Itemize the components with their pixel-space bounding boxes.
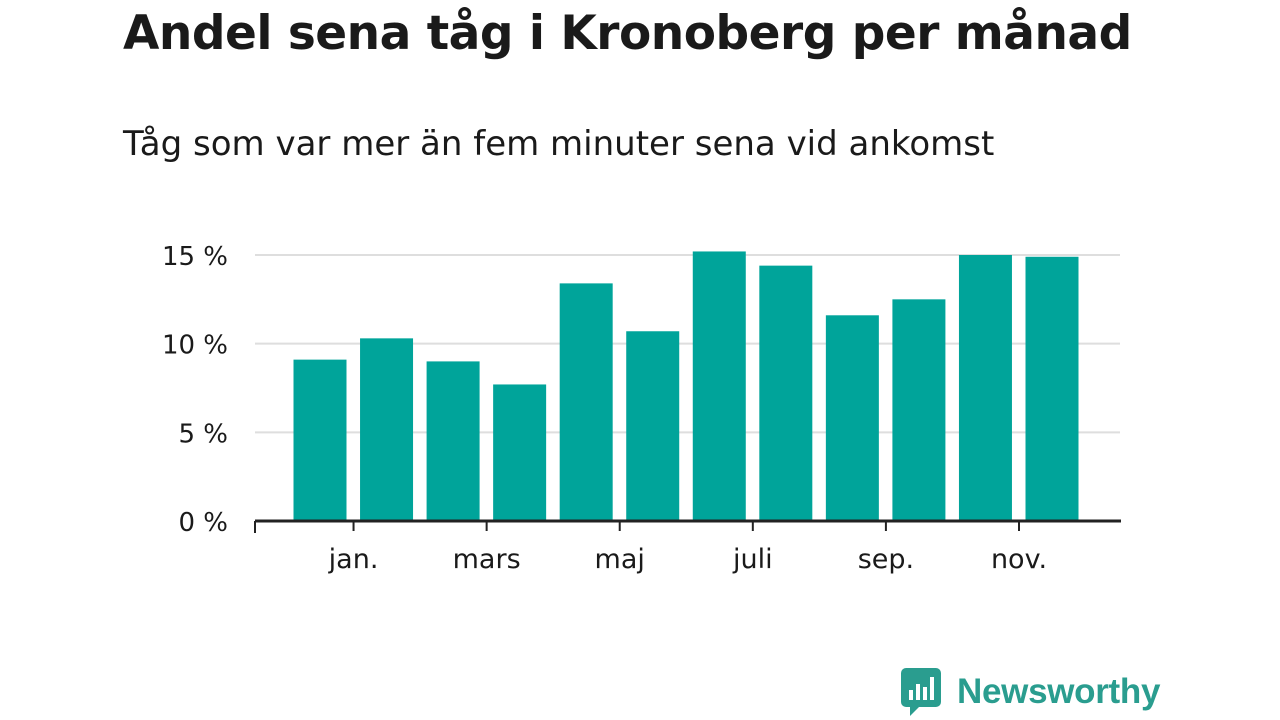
bar-jan. [360, 338, 414, 521]
x-tick-label: mars [453, 544, 521, 575]
x-tick-label: juli [732, 544, 773, 575]
bar-feb. [426, 361, 480, 521]
bar-dec. [293, 359, 347, 521]
bar-apr. [559, 283, 613, 521]
x-tick-label: jan. [328, 544, 379, 575]
y-tick-label: 10 % [162, 331, 228, 361]
y-axis-labels: 0 % 5 % 10 % 15 % [162, 242, 228, 538]
bars [293, 251, 1079, 521]
newsworthy-chart-bubble-icon [901, 668, 941, 716]
bar-juni [692, 251, 746, 521]
y-tick-label: 5 % [178, 419, 228, 449]
bar-sep. [892, 299, 946, 521]
bar-aug. [825, 315, 879, 521]
bar-mars [493, 384, 547, 521]
chart-subtitle: Tåg som var mer än fem minuter sena vid … [123, 124, 995, 164]
bar-juli [759, 265, 813, 521]
y-tick-label: 15 % [162, 242, 228, 272]
x-tick-label: maj [595, 544, 645, 575]
logo-wordmark: Newsworthy [957, 672, 1161, 711]
x-tick-label: nov. [991, 544, 1047, 575]
x-axis [254, 519, 1121, 533]
x-tick-label: sep. [858, 544, 914, 575]
x-axis-labels: jan. mars maj juli sep. nov. [328, 544, 1047, 575]
bar-nov. [1025, 256, 1079, 521]
bar-maj [626, 331, 680, 521]
chart-title: Andel sena tåg i Kronoberg per månad [123, 6, 1132, 61]
newsworthy-logo: Newsworthy [901, 668, 1160, 716]
y-tick-label: 0 % [178, 508, 228, 538]
bar-okt. [958, 255, 1012, 521]
